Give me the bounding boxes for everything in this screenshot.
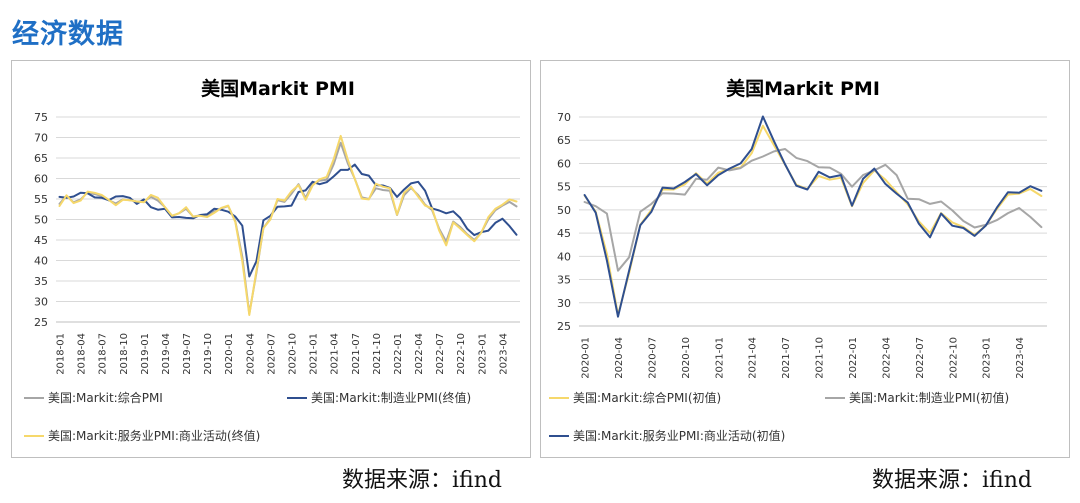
chart-title: 美国Markit PMI xyxy=(726,77,880,100)
y-tick-label: 25 xyxy=(557,320,571,333)
x-tick-label: 2020-01 xyxy=(224,333,235,375)
y-tick-label: 70 xyxy=(557,111,571,124)
series-line-2 xyxy=(58,163,518,278)
x-tick-label: 2020-10 xyxy=(288,333,299,375)
y-tick-label: 40 xyxy=(557,250,571,263)
x-tick-label: 2020-04 xyxy=(245,333,256,375)
page-title: 经济数据 xyxy=(12,19,124,50)
x-tick-label: 2022-04 xyxy=(881,337,892,379)
series-line-3 xyxy=(583,115,1043,318)
y-tick-label: 65 xyxy=(34,152,48,165)
legend-label: 美国:Markit:制造业PMI(初值) xyxy=(849,390,1009,405)
y-tick-label: 70 xyxy=(34,132,48,145)
x-tick-label: 2021-07 xyxy=(781,337,792,379)
x-tick-label: 2021-04 xyxy=(748,337,759,379)
x-tick-label: 2019-01 xyxy=(140,333,151,375)
x-tick-label: 2018-04 xyxy=(77,333,88,375)
right-chart-panel: 美国Markit PMI 25 30 35 40 45 50 55 60 65 70 2020-01 2… xyxy=(540,60,1070,458)
x-tick-label: 2022-10 xyxy=(948,337,959,379)
y-tick-label: 35 xyxy=(34,275,48,288)
x-tick-label: 2023-01 xyxy=(477,333,488,375)
x-tick-label: 2022-04 xyxy=(414,333,425,375)
legend-label: 美国:Markit:服务业PMI:商业活动(终值) xyxy=(48,428,260,443)
x-tick-label: 2022-10 xyxy=(456,333,467,375)
x-tick-label: 2020-10 xyxy=(681,337,692,379)
series-line-2 xyxy=(583,148,1043,272)
legend-label: 美国:Markit:综合PMI(初值) xyxy=(573,390,721,405)
y-tick-label: 40 xyxy=(34,255,48,268)
x-tick-label: 2021-10 xyxy=(815,337,826,379)
x-tick-label: 2022-07 xyxy=(435,333,446,375)
x-tick-label: 2021-01 xyxy=(714,337,725,379)
x-tick-label: 2019-04 xyxy=(161,333,172,375)
x-tick-label: 2021-10 xyxy=(372,333,383,375)
x-tick-label: 2023-01 xyxy=(982,337,993,379)
left-chart-panel: 美国Markit PMI 25 30 35 40 45 50 55 60 65 70 75 2018-0… xyxy=(11,60,531,458)
y-tick-label: 55 xyxy=(557,181,571,194)
x-tick-label: 2021-07 xyxy=(351,333,362,375)
x-tick-label: 2022-01 xyxy=(393,333,404,375)
y-tick-label: 60 xyxy=(34,173,48,186)
y-tick-label: 75 xyxy=(34,111,48,124)
series-line-3 xyxy=(58,134,518,316)
x-tick-label: 2019-10 xyxy=(203,333,214,375)
y-tick-label: 65 xyxy=(557,134,571,147)
x-tick-label: 2021-04 xyxy=(330,333,341,375)
left-pmi-chart: 美国Markit PMI 25 30 35 40 45 50 55 60 65 70 75 2018-0… xyxy=(24,77,520,443)
y-tick-label: 45 xyxy=(557,227,571,240)
x-tick-label: 2020-07 xyxy=(266,333,277,375)
x-tick-label: 2020-01 xyxy=(581,337,592,379)
y-tick-label: 50 xyxy=(557,204,571,217)
x-tick-label: 2019-07 xyxy=(182,333,193,375)
series-line-1 xyxy=(58,141,518,315)
y-tick-label: 30 xyxy=(34,296,48,309)
x-tick-label: 2020-07 xyxy=(647,337,658,379)
x-tick-label: 2018-07 xyxy=(98,333,109,375)
y-tick-label: 35 xyxy=(557,274,571,287)
y-tick-label: 25 xyxy=(34,316,48,329)
y-tick-label: 55 xyxy=(34,193,48,206)
legend-label: 美国:Markit:服务业PMI:商业活动(初值) xyxy=(573,428,785,443)
x-tick-label: 2023-04 xyxy=(1015,337,1026,379)
x-tick-label: 2022-01 xyxy=(848,337,859,379)
y-tick-label: 45 xyxy=(34,234,48,247)
x-tick-label: 2020-04 xyxy=(614,337,625,379)
x-tick-label: 2021-01 xyxy=(309,333,320,375)
y-tick-label: 30 xyxy=(557,297,571,310)
series-line-1 xyxy=(583,124,1043,316)
x-tick-label: 2018-01 xyxy=(56,333,67,375)
source-note-left: 数据来源：ifind xyxy=(342,468,502,493)
source-note-right: 数据来源：ifind xyxy=(872,468,1032,493)
legend-label: 美国:Markit:制造业PMI(终值) xyxy=(311,390,471,405)
x-tick-label: 2023-04 xyxy=(498,333,509,375)
right-pmi-chart: 美国Markit PMI 25 30 35 40 45 50 55 60 65 70 2020-01 2… xyxy=(549,77,1047,443)
chart-title: 美国Markit PMI xyxy=(201,77,355,100)
x-tick-label: 2018-10 xyxy=(119,333,130,375)
x-tick-label: 2022-07 xyxy=(915,337,926,379)
y-tick-label: 60 xyxy=(557,157,571,170)
y-tick-label: 50 xyxy=(34,214,48,227)
legend-label: 美国:Markit:综合PMI xyxy=(48,390,163,405)
